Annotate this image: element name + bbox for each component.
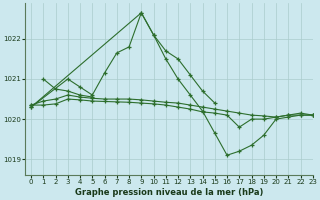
- X-axis label: Graphe pression niveau de la mer (hPa): Graphe pression niveau de la mer (hPa): [75, 188, 263, 197]
